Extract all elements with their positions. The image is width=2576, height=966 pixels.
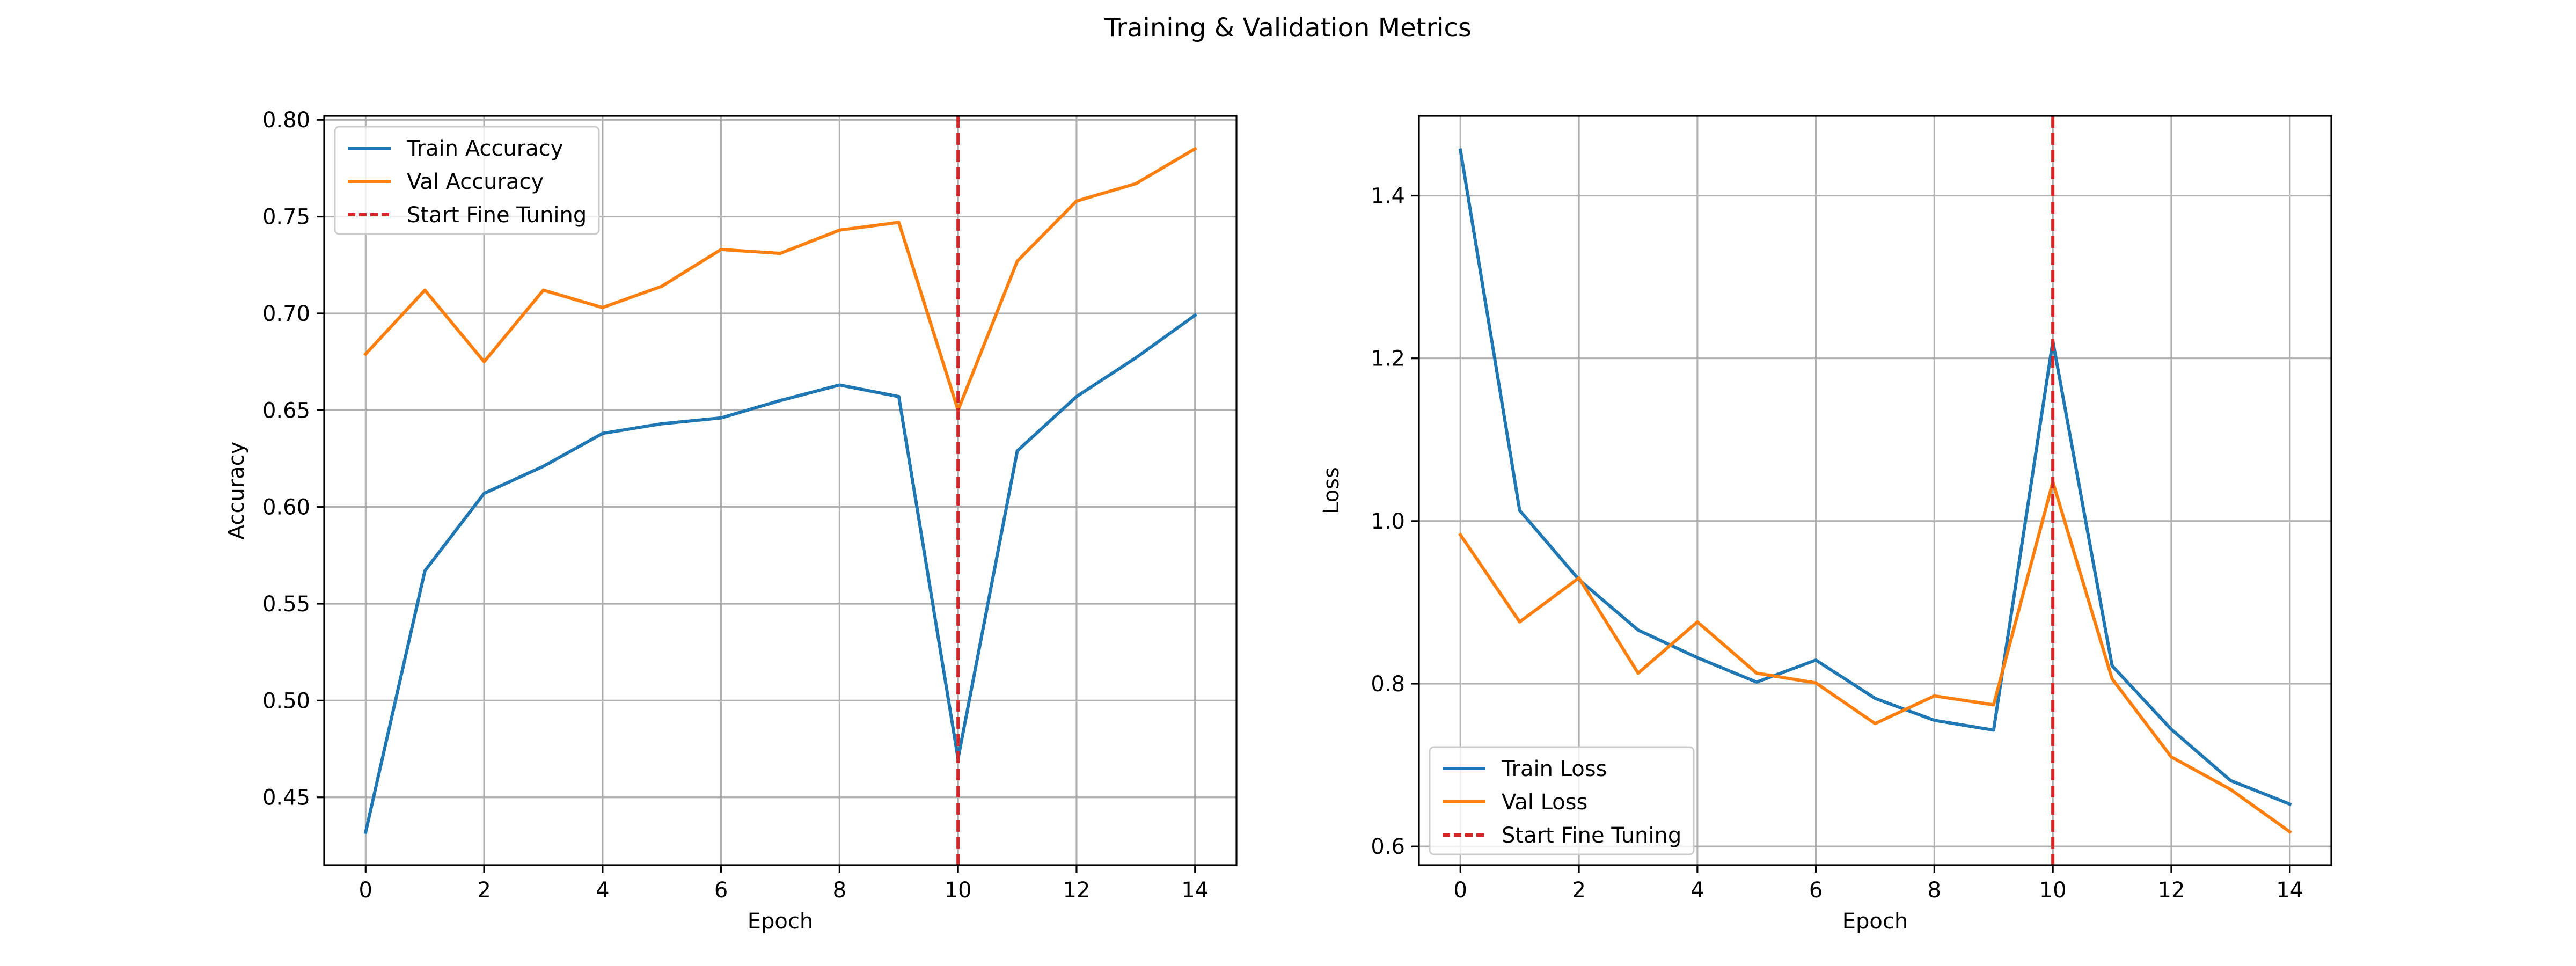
accuracy-x-tick-label: 12 xyxy=(1063,878,1090,903)
accuracy-x-tick-label: 6 xyxy=(714,878,728,903)
loss-x-tick-label: 10 xyxy=(2039,878,2067,903)
loss-legend-label: Train Loss xyxy=(1501,757,1607,781)
accuracy-legend-box xyxy=(334,126,600,235)
accuracy-y-tick-label: 0.65 xyxy=(262,398,310,423)
accuracy-y-tick-label: 0.45 xyxy=(262,786,310,810)
accuracy-y-tick-label: 0.50 xyxy=(262,689,310,713)
loss-chart: 0 2 4 6 8 10 12 14 0.6 0.8 1.0 1.2 1.4 Epoch Loss Train… xyxy=(1319,115,2332,934)
loss-y-tick-label: 1.0 xyxy=(1371,509,1405,534)
loss-legend-box xyxy=(1429,746,1695,855)
accuracy-x-tick-label: 0 xyxy=(359,878,372,903)
accuracy-series-train-accuracy xyxy=(363,313,1197,835)
loss-legend: Train Loss Val Loss Start Fine Tuning xyxy=(1429,746,1695,855)
accuracy-legend-label: Start Fine Tuning xyxy=(407,203,587,228)
accuracy-x-tick-label: 2 xyxy=(477,878,491,903)
accuracy-series-val-accuracy xyxy=(363,147,1197,412)
accuracy-y-tick-label: 0.55 xyxy=(262,592,310,617)
loss-x-tick-label: 14 xyxy=(2276,878,2303,903)
accuracy-grid xyxy=(324,116,1236,865)
accuracy-y-tick-label: 0.70 xyxy=(262,302,310,326)
figure-suptitle: Training & Validation Metrics xyxy=(1104,13,1472,43)
loss-legend-label: Start Fine Tuning xyxy=(1502,823,1681,848)
loss-y-tick-label: 0.6 xyxy=(1371,835,1405,859)
accuracy-x-tick-label: 8 xyxy=(833,878,846,903)
loss-x-tick-label: 8 xyxy=(1928,878,1941,903)
loss-x-tick-label: 0 xyxy=(1454,878,1467,903)
loss-y-tick-label: 0.8 xyxy=(1371,672,1405,697)
loss-x-tick-label: 12 xyxy=(2157,878,2185,903)
accuracy-legend: Train Accuracy Val Accuracy Start Fine Tun… xyxy=(334,126,600,235)
loss-x-tick-label: 6 xyxy=(1809,878,1823,903)
accuracy-x-tick-label: 14 xyxy=(1181,878,1209,903)
loss-x-tick-label: 4 xyxy=(1690,878,1704,903)
accuracy-y-tick-label: 0.80 xyxy=(262,108,310,133)
accuracy-y-tick-label: 0.60 xyxy=(262,495,310,520)
accuracy-legend-label: Val Accuracy xyxy=(407,170,544,194)
accuracy-x-tick-label: 10 xyxy=(945,878,972,903)
accuracy-legend-label: Train Accuracy xyxy=(406,136,563,161)
loss-axes-frame xyxy=(1418,115,2332,866)
accuracy-chart: 0 2 4 6 8 10 12 14 0.45 0.50 0.55 0.60 0.65 0.70 0.75 0… xyxy=(224,108,1238,934)
accuracy-y-tick-label: 0.75 xyxy=(262,205,310,230)
loss-y-tick-label: 1.2 xyxy=(1371,347,1405,371)
loss-series-val-loss xyxy=(1458,480,2292,835)
loss-y-axis-label: Loss xyxy=(1319,467,1344,514)
accuracy-x-tick-label: 4 xyxy=(596,878,609,903)
loss-y-tick-label: 1.4 xyxy=(1371,184,1405,209)
accuracy-axes-frame xyxy=(323,115,1238,866)
loss-x-tick-label: 2 xyxy=(1572,878,1585,903)
accuracy-x-axis-label: Epoch xyxy=(748,909,813,934)
loss-x-axis-label: Epoch xyxy=(1842,909,1908,934)
accuracy-y-axis-label: Accuracy xyxy=(224,442,249,540)
loss-legend-label: Val Loss xyxy=(1502,790,1587,815)
loss-series-train-loss xyxy=(1458,148,2292,807)
